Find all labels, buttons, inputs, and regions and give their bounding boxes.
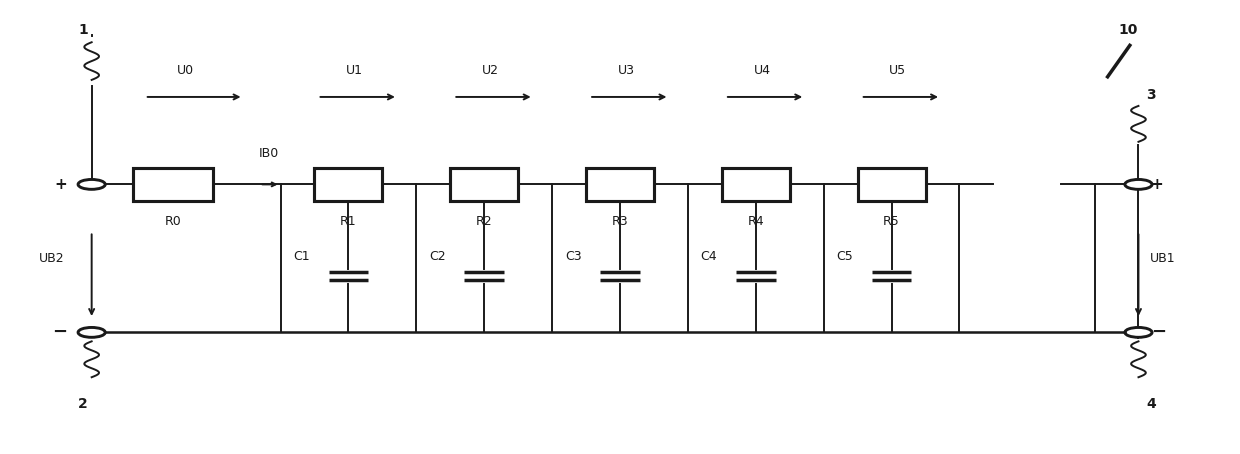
Text: R3: R3 xyxy=(611,215,629,227)
Text: 10: 10 xyxy=(1118,23,1138,37)
Text: R4: R4 xyxy=(748,215,764,227)
Text: −: − xyxy=(1151,323,1166,341)
Text: UB1: UB1 xyxy=(1151,252,1176,265)
Text: U1: U1 xyxy=(346,64,363,77)
Text: C3: C3 xyxy=(564,250,582,263)
Text: 2: 2 xyxy=(78,397,88,411)
Text: C4: C4 xyxy=(701,250,717,263)
Text: R0: R0 xyxy=(165,215,181,227)
Text: U0: U0 xyxy=(177,64,193,77)
Text: 3: 3 xyxy=(1146,88,1156,102)
Text: 1: 1 xyxy=(78,23,88,37)
Bar xyxy=(450,168,518,201)
Bar xyxy=(858,168,925,201)
Bar xyxy=(315,168,382,201)
Text: C2: C2 xyxy=(429,250,445,263)
Bar xyxy=(722,168,790,201)
Text: C5: C5 xyxy=(836,250,853,263)
Text: U3: U3 xyxy=(618,64,635,77)
Text: UB2: UB2 xyxy=(40,252,64,265)
Text: IB0: IB0 xyxy=(258,147,279,160)
Text: R2: R2 xyxy=(476,215,492,227)
Text: R1: R1 xyxy=(340,215,357,227)
Bar xyxy=(133,168,213,201)
Text: +: + xyxy=(1151,177,1163,192)
Text: −: − xyxy=(52,323,67,341)
Text: U2: U2 xyxy=(482,64,498,77)
Text: C1: C1 xyxy=(293,250,310,263)
Text: +: + xyxy=(55,177,67,192)
Text: 4: 4 xyxy=(1146,397,1156,411)
Bar xyxy=(587,168,653,201)
Text: U4: U4 xyxy=(754,64,770,77)
Text: U5: U5 xyxy=(889,64,906,77)
Text: R5: R5 xyxy=(883,215,900,227)
